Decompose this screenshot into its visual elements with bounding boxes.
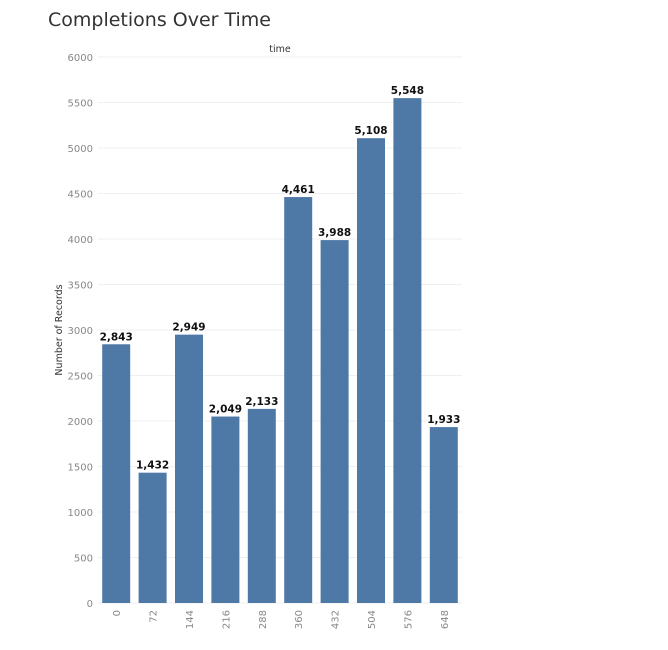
- bar-72: [138, 472, 167, 603]
- y-tick-label: 4500: [68, 190, 93, 201]
- data-label: 5,548: [391, 85, 424, 97]
- data-label: 2,133: [245, 396, 278, 408]
- x-axis-ticks: 0 72 144 216 288 360 432 504 576 648: [112, 610, 451, 629]
- y-tick-label: 0: [87, 599, 93, 610]
- bar-648: [429, 427, 458, 603]
- x-tick-label: 216: [221, 610, 232, 629]
- y-tick-label: 1000: [68, 508, 93, 519]
- bars: [102, 98, 458, 604]
- x-tick-label: 648: [440, 610, 451, 629]
- y-tick-label: 3500: [68, 281, 93, 292]
- x-tick-label: 432: [331, 610, 342, 629]
- bar-576: [393, 98, 422, 603]
- y-tick-label: 2000: [68, 417, 93, 428]
- x-axis-title: time: [269, 44, 291, 55]
- bar-504: [357, 138, 385, 603]
- x-tick-label: 144: [185, 610, 196, 629]
- data-label: 5,108: [354, 125, 387, 137]
- y-tick-label: 5500: [68, 99, 93, 110]
- y-axis-ticks: 0 500 1000 1500 2000 2500 3000 3500 4000 4500 5000…: [68, 53, 93, 610]
- y-tick-label: 4000: [68, 235, 93, 246]
- bar-432: [320, 240, 349, 604]
- data-label: 2,949: [172, 322, 205, 334]
- y-tick-label: 500: [74, 554, 93, 565]
- x-tick-label: 576: [403, 610, 414, 629]
- x-tick-label: 0: [112, 610, 123, 616]
- y-tick-label: 2500: [68, 372, 93, 383]
- bar-144: [175, 334, 203, 603]
- y-tick-label: 5000: [68, 144, 93, 155]
- bar-288: [247, 408, 276, 603]
- data-label: 4,461: [282, 184, 315, 196]
- chart-title: Completions Over Time: [48, 9, 271, 31]
- x-tick-label: 504: [367, 610, 378, 629]
- data-label: 2,049: [209, 404, 242, 416]
- y-tick-label: 6000: [68, 53, 93, 64]
- y-tick-label: 1500: [68, 463, 93, 474]
- x-tick-label: 360: [294, 610, 305, 629]
- x-tick-label: 72: [149, 610, 160, 623]
- y-axis-title: Number of Records: [54, 284, 65, 375]
- data-label: 3,988: [318, 227, 351, 239]
- x-tick-label: 288: [258, 610, 269, 629]
- y-tick-label: 3000: [68, 326, 93, 337]
- data-label: 1,933: [427, 414, 460, 426]
- data-label: 2,843: [100, 331, 133, 343]
- data-label: 1,432: [136, 460, 169, 472]
- bar-360: [284, 197, 313, 603]
- bar-216: [211, 416, 240, 603]
- bar-0: [102, 344, 131, 603]
